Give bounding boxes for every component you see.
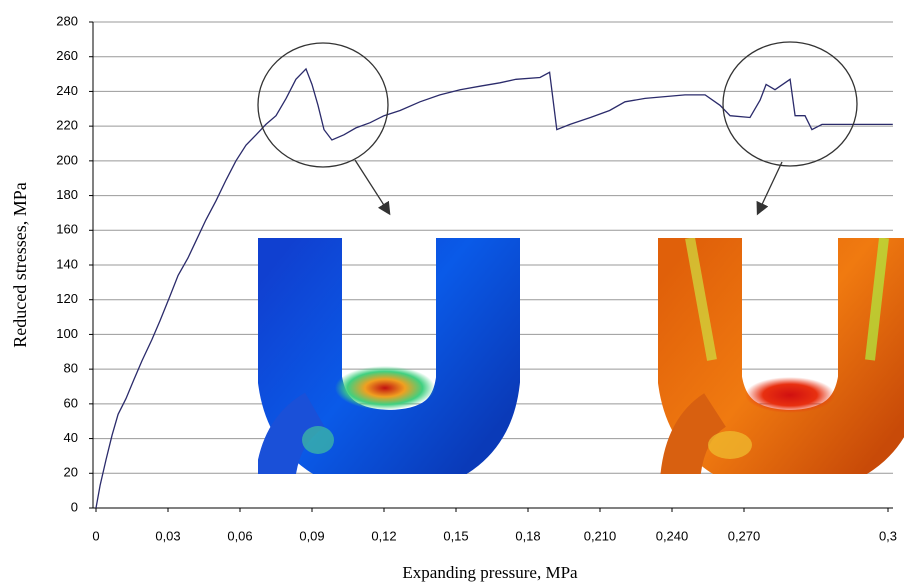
x-tick-label: 0 <box>92 528 99 543</box>
y-tick-label: 40 <box>64 430 78 445</box>
fea-image-left <box>275 230 478 480</box>
y-tick-label: 240 <box>56 83 78 98</box>
chart: Expanding pressure, MPa Reduced stresses… <box>0 0 904 586</box>
y-tick-label: 260 <box>56 48 78 63</box>
x-tick-label: 0,06 <box>227 528 252 543</box>
fea-image-right <box>680 230 884 480</box>
y-tick-label: 140 <box>56 256 78 271</box>
arrow <box>758 162 782 213</box>
x-tick-label: 0,15 <box>443 528 468 543</box>
y-tick-label: 100 <box>56 326 78 341</box>
highlight-circle <box>723 42 857 166</box>
x-tick-label: 0,18 <box>515 528 540 543</box>
y-tick-label: 180 <box>56 187 78 202</box>
y-axis-title: Reduced stresses, MPa <box>10 182 30 347</box>
x-tick-label: 0,270 <box>728 528 761 543</box>
y-tick-label: 280 <box>56 13 78 28</box>
y-tick-label: 80 <box>64 361 78 376</box>
x-axis-title: Expanding pressure, MPa <box>402 563 578 582</box>
y-tick-label: 20 <box>64 465 78 480</box>
y-tick-label: 60 <box>64 395 78 410</box>
x-tick-label: 0,09 <box>299 528 324 543</box>
y-tick-label: 200 <box>56 152 78 167</box>
y-tick-label: 220 <box>56 118 78 133</box>
y-tick-label: 120 <box>56 291 78 306</box>
x-tick-label: 0,03 <box>155 528 180 543</box>
x-tick-label: 0,12 <box>371 528 396 543</box>
arrow <box>355 160 389 213</box>
x-tick-label: 0,240 <box>656 528 689 543</box>
y-tick-label: 0 <box>71 499 78 514</box>
x-tick-label: 0,210 <box>584 528 617 543</box>
highlight-circle <box>258 43 388 167</box>
x-tick-label: 0,3 <box>879 528 897 543</box>
y-tick-label: 160 <box>56 222 78 237</box>
